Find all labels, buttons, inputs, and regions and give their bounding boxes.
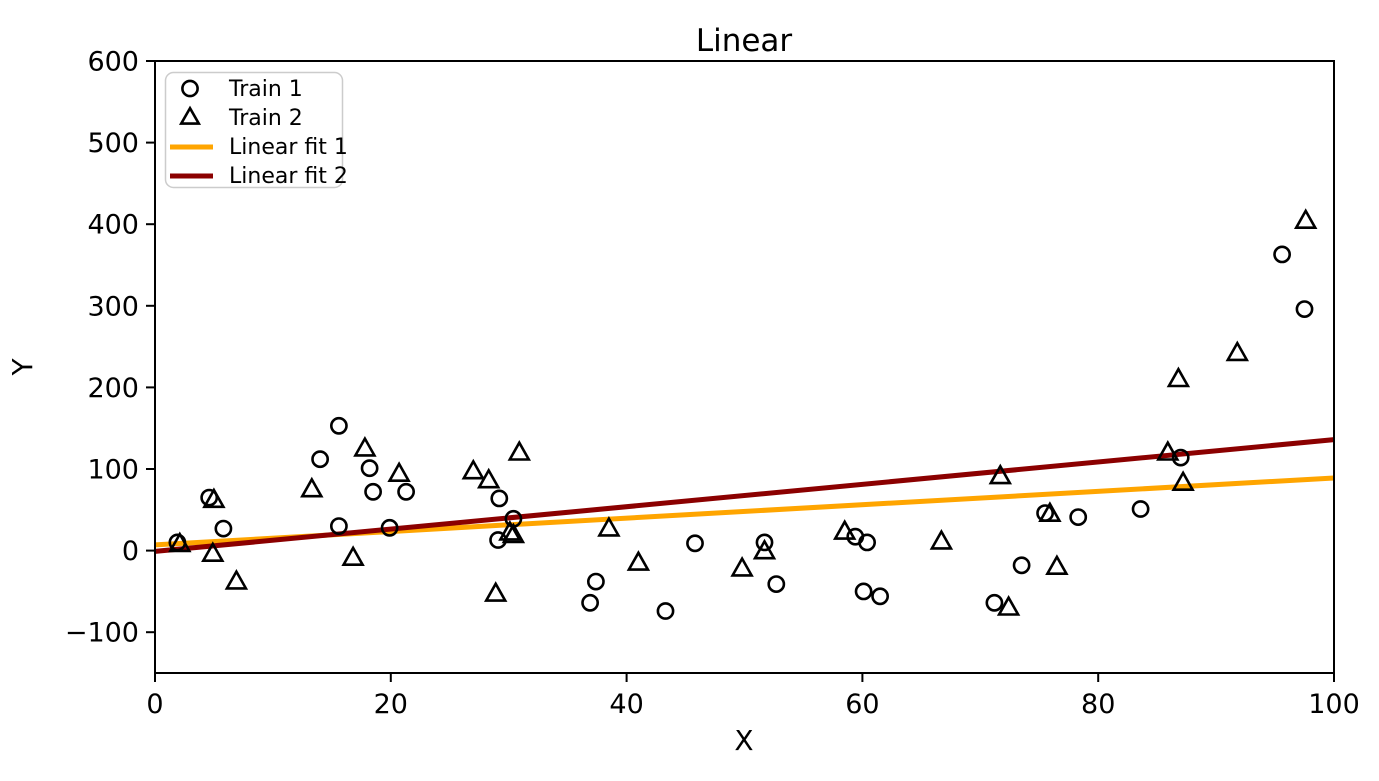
y-tick-label: 100 xyxy=(87,455,139,486)
train1-point xyxy=(871,587,889,606)
train1-point xyxy=(858,533,876,552)
y-tick-label: 600 xyxy=(87,47,139,78)
train2-point xyxy=(832,519,857,540)
train2-point xyxy=(341,545,365,566)
legend: Train 1 Train 2 Linear fit 1 Linear fit … xyxy=(164,71,348,189)
train2-point xyxy=(1166,366,1191,388)
y-tick-label: 500 xyxy=(87,128,139,159)
train2-point xyxy=(1171,470,1195,491)
train2-point xyxy=(626,550,651,571)
legend-label-train2: Train 2 xyxy=(228,106,303,131)
legend-marker-train2 xyxy=(178,105,202,125)
train1-point xyxy=(1069,508,1088,526)
y-tick-label: −100 xyxy=(65,618,139,649)
x-tick-label: 100 xyxy=(1308,689,1360,720)
legend-marker-train1 xyxy=(181,79,199,98)
x-tick-label: 40 xyxy=(609,689,643,720)
train2-point xyxy=(300,476,324,498)
train1-point xyxy=(686,534,704,553)
x-tick-label: 80 xyxy=(1081,689,1115,720)
train2-point xyxy=(224,568,249,590)
train2-point xyxy=(501,522,526,544)
train1-point xyxy=(1171,448,1190,467)
legend-label-fit1: Linear fit 1 xyxy=(229,135,348,160)
train1-point xyxy=(490,489,509,508)
y-tick-label: 0 xyxy=(122,536,139,567)
train1-point xyxy=(767,575,786,593)
train1-point xyxy=(360,459,379,478)
train2-point xyxy=(498,519,522,541)
train2-point xyxy=(483,581,508,602)
train1-point xyxy=(329,517,348,535)
train2-point xyxy=(202,487,226,509)
train2-point xyxy=(507,440,532,461)
legend-label-train1: Train 1 xyxy=(228,77,303,102)
legend-label-fit2: Linear fit 2 xyxy=(229,164,348,189)
train1-point xyxy=(329,416,348,435)
y-axis-label: Y xyxy=(6,358,39,377)
train2-point xyxy=(1225,340,1250,362)
x-axis-label: X xyxy=(734,724,753,757)
train1-point xyxy=(1295,300,1314,318)
plot-border xyxy=(154,60,1335,674)
train1-point xyxy=(364,482,382,501)
train1-point xyxy=(581,593,599,612)
chart-title: Linear xyxy=(696,23,793,59)
train2-point xyxy=(168,531,192,553)
x-tick-label: 20 xyxy=(374,689,408,720)
train1-point xyxy=(985,593,1004,612)
x-tick-label: 0 xyxy=(146,689,163,720)
train2-point xyxy=(461,458,486,480)
y-tick-label: 400 xyxy=(87,210,139,241)
train2-point xyxy=(353,435,377,457)
train2-point xyxy=(730,555,754,577)
plot-area: 0 20 40 60 80 100 −100 0 100 200 300 400 500 600 xyxy=(65,47,1360,721)
train2-point xyxy=(1293,208,1318,229)
train2-point xyxy=(597,515,621,537)
train1-point xyxy=(214,519,233,538)
train1-point xyxy=(854,582,873,601)
train2-point xyxy=(1156,440,1180,461)
fit-line-2 xyxy=(154,437,1335,554)
train1-point xyxy=(755,533,774,552)
train1-point xyxy=(656,602,675,620)
train2-point xyxy=(1038,501,1062,522)
x-tick-label: 60 xyxy=(845,689,879,720)
y-tick-label: 300 xyxy=(87,291,139,322)
train2-point xyxy=(387,461,411,482)
train1-point xyxy=(1273,245,1291,264)
train2-point xyxy=(201,541,225,562)
train1-point xyxy=(1012,556,1031,575)
train2-point xyxy=(929,528,954,550)
train2-point xyxy=(752,538,777,560)
train2-point xyxy=(1045,554,1069,575)
train1-point xyxy=(397,482,415,501)
legend-box xyxy=(164,71,344,189)
train1-point xyxy=(587,572,605,591)
train1-point xyxy=(380,518,399,537)
train1-point xyxy=(1131,500,1150,518)
train2-point xyxy=(988,463,1013,485)
train1-point xyxy=(311,450,329,469)
train2-point xyxy=(476,467,501,489)
train2-point xyxy=(996,595,1021,616)
y-tick-label: 200 xyxy=(87,373,139,404)
